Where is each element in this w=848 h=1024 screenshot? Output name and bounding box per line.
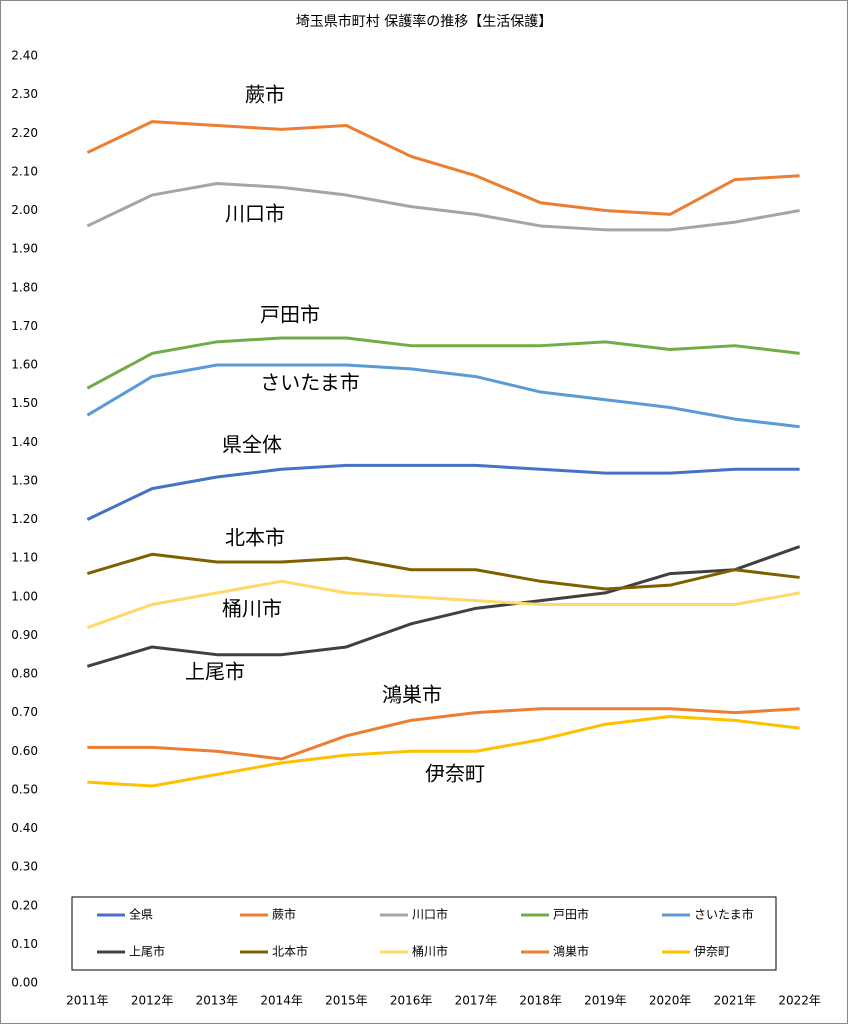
legend-label: 上尾市 [129, 944, 165, 959]
annotation: 上尾市 [185, 660, 245, 684]
legend-box [71, 896, 777, 971]
y-tick-label: 0.60 [11, 744, 38, 758]
annotation: 川口市 [225, 202, 285, 226]
x-tick-label: 2021年 [714, 994, 757, 1008]
x-tick-label: 2013年 [196, 994, 239, 1008]
x-tick-label: 2014年 [260, 994, 303, 1008]
y-tick-label: 1.70 [11, 319, 38, 333]
annotation: 県全体 [222, 433, 282, 457]
annotation: 伊奈町 [425, 762, 485, 786]
legend-label: 桶川市 [412, 944, 448, 959]
y-tick-label: 1.30 [11, 473, 38, 487]
series-line [86, 336, 800, 390]
y-tick-label: 0.40 [11, 821, 38, 835]
y-tick-label: 2.20 [11, 126, 38, 140]
annotation: 桶川市 [222, 597, 282, 621]
y-tick-label: 2.40 [11, 49, 38, 63]
x-tick-label: 2022年 [778, 994, 821, 1008]
series-line [86, 463, 800, 521]
legend-label: 北本市 [272, 944, 308, 959]
x-tick-label: 2017年 [455, 994, 498, 1008]
y-tick-label: 1.40 [11, 435, 38, 449]
x-tick-label: 2016年 [390, 994, 433, 1008]
series-line [86, 120, 800, 216]
series-line [86, 552, 800, 591]
y-tick-label: 2.30 [11, 87, 38, 101]
annotation: 蕨市 [245, 83, 285, 107]
y-tick-label: 2.00 [11, 203, 38, 217]
x-tick-label: 2011年 [66, 994, 109, 1008]
y-tick-label: 0.80 [11, 667, 38, 681]
y-tick-label: 0.00 [11, 976, 38, 990]
y-tick-label: 0.90 [11, 628, 38, 642]
series-line [87, 707, 800, 761]
legend-label: 鴻巣市 [553, 944, 589, 959]
legend-label: 川口市 [412, 907, 448, 922]
annotation: 戸田市 [260, 303, 320, 327]
y-tick-label: 1.60 [11, 358, 38, 372]
y-tick-label: 0.10 [11, 937, 38, 951]
series-line [86, 363, 800, 429]
x-tick-label: 2019年 [584, 994, 627, 1008]
y-tick-label: 0.20 [11, 898, 38, 912]
y-tick-label: 1.90 [11, 242, 38, 256]
y-tick-label: 0.70 [11, 705, 38, 719]
x-tick-label: 2018年 [519, 994, 562, 1008]
annotation: 北本市 [225, 526, 285, 550]
legend-label: 伊奈町 [694, 945, 730, 959]
chart-title: 埼玉県市町村 保護率の推移【生活保護】 [296, 13, 552, 30]
y-tick-label: 1.80 [11, 280, 38, 294]
x-tick-label: 2020年 [649, 994, 692, 1008]
series-line [87, 714, 800, 788]
series-line [86, 579, 800, 630]
y-tick-label: 1.00 [11, 589, 38, 603]
y-tick-label: 2.10 [11, 164, 38, 178]
series-line [86, 545, 801, 668]
y-tick-label: 1.10 [11, 551, 38, 565]
y-tick-label: 0.30 [11, 860, 38, 874]
x-tick-label: 2015年 [325, 994, 368, 1008]
annotation: さいたま市 [260, 371, 359, 395]
legend-label: 蕨市 [272, 907, 296, 922]
legend-label: 戸田市 [553, 907, 589, 922]
y-tick-label: 1.50 [11, 396, 38, 410]
x-tick-label: 2012年 [131, 994, 174, 1008]
annotation: 鴻巣市 [382, 683, 442, 707]
series-line [86, 181, 800, 232]
y-tick-label: 0.50 [11, 782, 38, 796]
legend-label: さいたま市 [694, 907, 754, 922]
legend-label: 全県 [129, 907, 153, 922]
y-tick-label: 1.20 [11, 512, 38, 526]
